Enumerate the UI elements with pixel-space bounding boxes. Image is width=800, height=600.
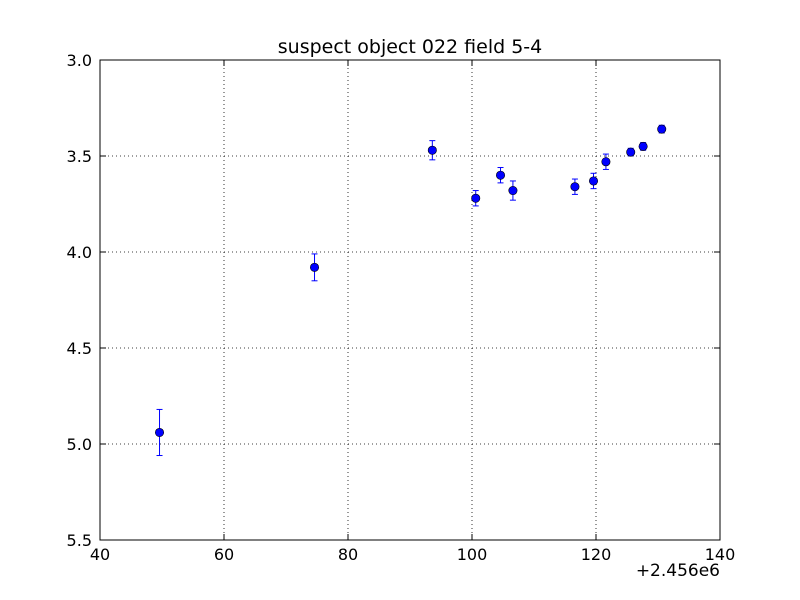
data-point: [626, 147, 636, 157]
x-tick-label: 120: [581, 545, 612, 564]
x-tick-label: 60: [214, 545, 234, 564]
y-tick-labels: 3.0 3.5 4.0 4.5 5.0 5.5: [67, 51, 92, 550]
data-point: [638, 141, 648, 151]
data-point: [155, 427, 165, 437]
data-point: [589, 176, 599, 186]
data-point: [310, 262, 320, 272]
x-tick-label: 40: [90, 545, 110, 564]
data-point: [471, 193, 481, 203]
y-tick-label: 5.5: [67, 531, 92, 550]
data-point: [657, 124, 667, 134]
x-tick-labels: 40 60 80 100 120 140: [90, 545, 735, 564]
data-series: [155, 124, 667, 457]
plot-area: [100, 60, 720, 540]
y-tick-label: 5.0: [67, 435, 92, 454]
x-tick-label: 140: [705, 545, 736, 564]
grid-lines: [100, 60, 720, 540]
x-tick-label: 100: [457, 545, 488, 564]
plot-frame: [99, 59, 721, 541]
data-point: [508, 186, 518, 196]
x-tick-label: 80: [338, 545, 358, 564]
data-point: [427, 145, 437, 155]
y-tick-label: 3.0: [67, 51, 92, 70]
chart-title: suspect object 022 field 5-4: [278, 36, 543, 58]
x-axis-offset-label: +2.456e6: [636, 561, 720, 581]
y-tick-label: 3.5: [67, 147, 92, 166]
data-point: [601, 157, 611, 167]
data-point: [570, 182, 580, 192]
y-tick-label: 4.0: [67, 243, 92, 262]
y-tick-label: 4.5: [67, 339, 92, 358]
data-point: [496, 170, 506, 180]
